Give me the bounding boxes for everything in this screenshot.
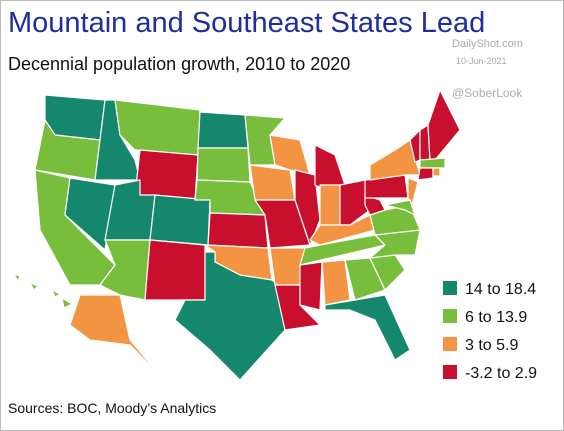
state bbox=[197, 111, 249, 149]
legend-swatch bbox=[443, 337, 457, 351]
source: Sources: BOC, Moody’s Analytics bbox=[8, 400, 216, 416]
state bbox=[149, 194, 211, 246]
legend-label: 6 to 13.9 bbox=[465, 309, 527, 326]
legend-swatch bbox=[443, 309, 457, 323]
state bbox=[51, 289, 61, 298]
state bbox=[207, 212, 269, 249]
state bbox=[419, 157, 446, 169]
state bbox=[339, 179, 371, 226]
state bbox=[432, 167, 441, 177]
subtitle: Decennial population growth, 2010 to 202… bbox=[8, 54, 350, 74]
legend-label: -3.2 to 2.9 bbox=[465, 365, 537, 382]
state bbox=[29, 282, 39, 291]
states bbox=[13, 89, 461, 381]
watermark-handle: @SoberLook bbox=[452, 86, 523, 100]
state bbox=[324, 294, 411, 361]
state bbox=[249, 164, 296, 201]
state bbox=[69, 294, 161, 376]
title: Mountain and Southeast States Lead bbox=[8, 7, 485, 39]
state bbox=[61, 297, 73, 309]
legend: 14 to 18.4 6 to 13.9 3 to 5.9 -3.2 to 2.9 bbox=[443, 281, 537, 382]
legend-label: 3 to 5.9 bbox=[465, 337, 518, 354]
state bbox=[196, 147, 251, 183]
state bbox=[427, 89, 461, 161]
watermark-date: 10-Jun-2021 bbox=[456, 56, 507, 66]
legend-label: 14 to 18.4 bbox=[465, 281, 536, 298]
state bbox=[134, 149, 199, 201]
state bbox=[254, 199, 311, 249]
state bbox=[364, 194, 386, 216]
state bbox=[299, 261, 323, 311]
state bbox=[321, 259, 351, 306]
state bbox=[417, 167, 434, 181]
state bbox=[13, 273, 21, 282]
state bbox=[144, 239, 206, 301]
state bbox=[384, 199, 416, 216]
watermark-site: DailyShot.com bbox=[452, 38, 523, 50]
legend-swatch bbox=[443, 281, 457, 295]
legend-swatch bbox=[443, 365, 457, 379]
state bbox=[319, 184, 341, 226]
state bbox=[274, 284, 321, 331]
state bbox=[64, 177, 116, 251]
